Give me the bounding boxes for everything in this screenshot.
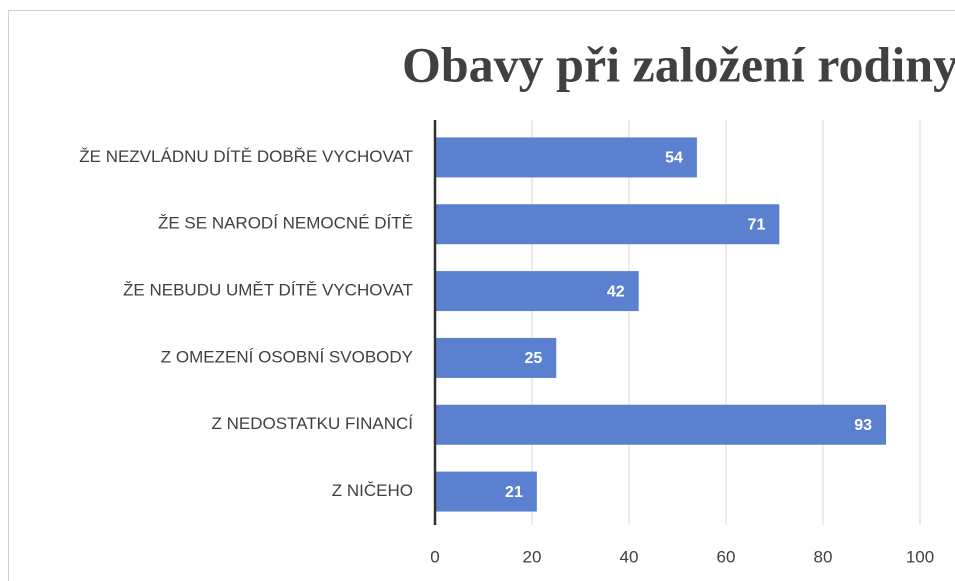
x-tick-label: 20 [523,547,542,566]
y-tick-label: ŽE SE NARODÍ NEMOCNÉ DÍTĚ [158,214,413,233]
y-tick-label: Z OMEZENÍ OSOBNÍ SVOBODY [161,347,413,366]
data-label: 42 [607,283,625,300]
chart-border [8,10,955,581]
data-label: 25 [524,350,542,367]
x-tick-label: 100 [906,547,934,566]
y-tick-label: Z NEDOSTATKU FINANCÍ [212,414,414,433]
x-tick-label: 0 [430,547,439,566]
bar [435,137,697,178]
data-label: 71 [748,216,766,233]
chart-title: Obavy při založení rodiny [402,36,955,92]
x-tick-label: 40 [620,547,639,566]
bar [435,471,537,512]
x-tick-label: 60 [717,547,736,566]
bar [435,271,639,312]
data-label: 93 [854,417,872,434]
bar [435,337,557,378]
y-tick-label: Z NIČEHO [332,481,413,500]
bar [435,404,887,445]
bar [435,204,780,245]
data-label: 54 [665,150,683,167]
y-tick-label: ŽE NEZVLÁDNU DÍTĚ DOBŘE VYCHOVAT [79,147,413,166]
x-tick-label: 80 [814,547,833,566]
data-label: 21 [505,484,523,501]
y-tick-label: ŽE NEBUDU UMĚT DÍTĚ VYCHOVAT [123,281,413,300]
